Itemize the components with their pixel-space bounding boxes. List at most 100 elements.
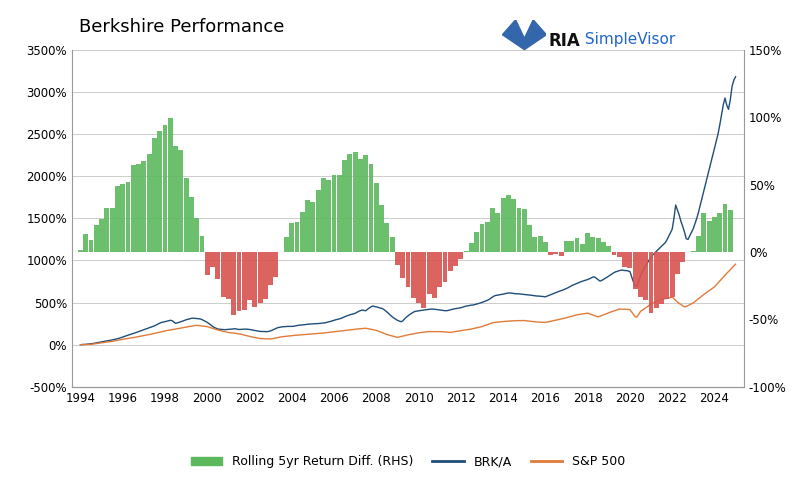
Bar — [601, 242, 606, 252]
Bar — [479, 224, 484, 252]
Bar — [517, 208, 522, 252]
Bar — [89, 240, 94, 252]
Bar — [105, 208, 110, 252]
Bar — [718, 213, 722, 252]
Bar — [294, 222, 299, 252]
Bar — [580, 245, 585, 252]
Bar — [99, 219, 104, 252]
Bar — [458, 252, 463, 259]
Bar — [268, 252, 273, 285]
Bar — [258, 252, 262, 304]
Bar — [627, 252, 632, 268]
Bar — [83, 234, 88, 252]
Bar — [189, 196, 194, 252]
Bar — [184, 178, 189, 252]
Bar — [406, 252, 410, 287]
Bar — [453, 252, 458, 266]
Bar — [358, 159, 363, 252]
Bar — [617, 252, 622, 257]
Bar — [606, 246, 611, 252]
Bar — [670, 252, 674, 297]
Bar — [501, 198, 506, 252]
Bar — [274, 252, 278, 277]
Bar — [596, 238, 601, 252]
Bar — [110, 208, 114, 252]
Bar — [226, 252, 231, 299]
Bar — [290, 223, 294, 252]
Bar — [570, 241, 574, 252]
Bar — [548, 252, 553, 254]
Bar — [321, 178, 326, 252]
Bar — [506, 195, 511, 252]
Bar — [612, 252, 617, 255]
Bar — [702, 213, 706, 252]
Bar — [400, 252, 405, 278]
Bar — [310, 202, 315, 252]
Text: Berkshire Performance: Berkshire Performance — [78, 18, 284, 36]
Bar — [665, 252, 670, 299]
Bar — [142, 161, 146, 252]
Bar — [247, 252, 252, 300]
Bar — [474, 232, 479, 252]
Bar — [363, 155, 368, 252]
Bar — [316, 190, 321, 252]
Bar — [353, 152, 358, 252]
Bar — [126, 182, 130, 252]
Bar — [215, 252, 220, 279]
Bar — [162, 125, 167, 252]
Bar — [305, 200, 310, 252]
Bar — [554, 252, 558, 254]
Bar — [168, 118, 173, 252]
Bar — [237, 252, 242, 311]
Bar — [369, 164, 374, 252]
Bar — [558, 252, 564, 256]
Bar — [120, 184, 125, 252]
Bar — [194, 218, 199, 252]
Bar — [332, 175, 337, 252]
Bar — [495, 213, 500, 252]
Bar — [722, 204, 727, 252]
Bar — [712, 217, 717, 252]
Bar — [78, 250, 83, 252]
Bar — [426, 252, 431, 294]
Bar — [527, 225, 532, 252]
Bar — [643, 252, 648, 300]
Bar — [152, 138, 157, 252]
Bar — [416, 252, 421, 304]
Bar — [432, 252, 437, 298]
Bar — [300, 212, 305, 252]
Bar — [680, 252, 685, 261]
Bar — [485, 222, 490, 252]
Bar — [284, 237, 289, 252]
Bar — [543, 242, 548, 252]
Bar — [158, 131, 162, 252]
Bar — [395, 252, 400, 265]
Bar — [337, 175, 342, 252]
Bar — [522, 209, 526, 252]
Bar — [347, 154, 352, 252]
Bar — [696, 237, 701, 252]
Bar — [210, 252, 215, 267]
Bar — [136, 164, 141, 252]
Bar — [691, 251, 696, 252]
Bar — [490, 208, 495, 252]
Bar — [675, 252, 680, 274]
Bar — [532, 237, 538, 252]
Legend: Rolling 5yr Return Diff. (RHS), BRK/A, S&P 500: Rolling 5yr Return Diff. (RHS), BRK/A, S… — [186, 450, 630, 474]
Bar — [585, 233, 590, 252]
Bar — [706, 221, 711, 252]
Text: SimpleVisor: SimpleVisor — [580, 32, 675, 47]
Bar — [178, 150, 183, 252]
Bar — [326, 180, 331, 252]
Bar — [574, 238, 579, 252]
Bar — [438, 252, 442, 287]
Bar — [564, 241, 569, 252]
Bar — [390, 238, 394, 252]
Bar — [633, 252, 638, 289]
Bar — [385, 223, 390, 252]
Bar — [374, 183, 378, 252]
Bar — [622, 252, 627, 267]
Bar — [638, 252, 643, 298]
Bar — [115, 186, 120, 252]
Bar — [94, 225, 98, 252]
